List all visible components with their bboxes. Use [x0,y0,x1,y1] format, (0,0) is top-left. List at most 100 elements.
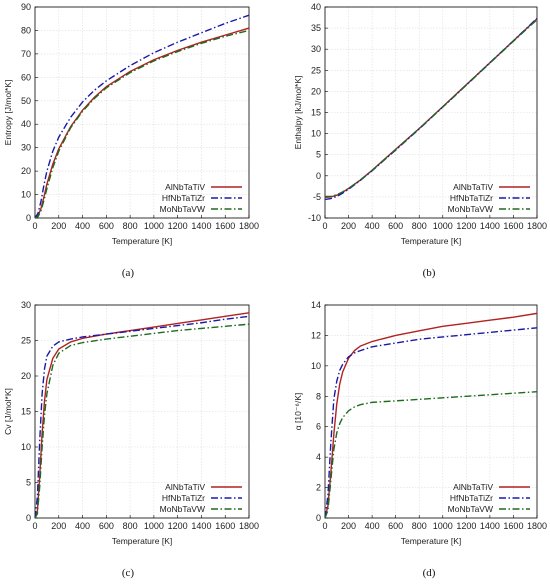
panel-label: (b) [423,267,436,279]
y-tick-label: 40 [311,2,321,12]
series-line-MoNbTaVW [325,19,537,198]
plot-frame [324,304,538,519]
legend-label: AlNbTaTiV [165,182,205,192]
series-line-AlNbTaTiV [35,27,249,218]
plot-frame [34,304,250,519]
y-axis-label: Enthalpy [kJ/mol*K] [293,76,303,150]
series-line-AlNbTaTiV [35,312,249,518]
y-tick-label: 20 [21,371,31,381]
legend-label: MoNbTaVW [448,204,493,214]
x-tick-label: 1600 [503,521,523,531]
x-tick-label: 800 [412,221,427,231]
y-tick-label: 15 [21,407,31,417]
x-tick-label: 600 [99,221,114,231]
y-tick-label: 20 [21,166,31,176]
y-tick-label: 10 [311,361,321,371]
x-axis-label: Temperature [K] [401,536,461,546]
y-tick-label: 0 [316,513,321,523]
y-tick-label: 25 [21,336,31,346]
x-tick-label: 1600 [503,221,523,231]
chart-panel-2: 0 200 400 600 800 1000 1200 1400 1600 1800 -10 -5 0 5… [293,2,547,279]
panel-label: (c) [122,567,135,579]
x-tick-label: 1200 [456,521,476,531]
y-tick-label: 10 [21,442,31,452]
y-axis-label: Cv [J/mol*K] [3,388,13,435]
chart-panel-1: 0 200 400 600 800 1000 1200 1400 1600 1800 0 10 20 30… [3,2,259,279]
series-line-MoNbTaVW [325,391,537,518]
y-tick-label: -10 [308,213,321,223]
x-axis-label: Temperature [K] [401,236,461,246]
x-tick-label: 1000 [144,221,164,231]
x-tick-label: 400 [75,521,90,531]
y-tick-label: 5 [316,150,321,160]
x-tick-label: 0 [32,221,37,231]
y-tick-label: 35 [311,23,321,33]
legend-label: HfNbTaTiZr [450,193,493,203]
x-tick-label: 400 [75,221,90,231]
y-tick-label: 0 [26,213,31,223]
legend-label: AlNbTaTiV [453,182,493,192]
y-tick-label: 80 [21,25,31,35]
y-tick-label: 0 [316,171,321,181]
x-tick-label: 600 [388,221,403,231]
x-tick-label: 1000 [433,221,453,231]
x-tick-label: 800 [123,521,138,531]
x-tick-label: 200 [51,221,66,231]
y-tick-label: 40 [21,119,31,129]
legend-label: MoNbTaVW [160,504,205,514]
y-tick-label: 30 [21,300,31,310]
y-tick-label: 30 [21,143,31,153]
x-tick-label: 1800 [239,221,259,231]
x-tick-label: 600 [99,521,114,531]
x-tick-label: 800 [123,221,138,231]
series-line-AlNbTaTiV [325,312,537,518]
x-tick-label: 0 [322,221,327,231]
y-tick-label: 6 [316,422,321,432]
legend-label: MoNbTaVW [448,504,493,514]
x-tick-label: 600 [388,521,403,531]
x-axis-label: Temperature [K] [112,236,172,246]
y-tick-label: 50 [21,96,31,106]
y-axis-label: α [10⁻⁶/K] [293,393,303,430]
y-tick-label: 0 [26,513,31,523]
y-tick-label: 4 [316,452,321,462]
legend-label: HfNbTaTiZr [162,193,205,203]
series-line-AlNbTaTiV [325,18,537,199]
x-tick-label: 1400 [480,521,500,531]
y-tick-label: 10 [311,129,321,139]
x-tick-label: 200 [341,221,356,231]
x-tick-label: 1800 [527,521,547,531]
y-tick-label: 60 [21,72,31,82]
x-tick-label: 200 [51,521,66,531]
y-tick-label: 10 [21,190,31,200]
chart-panel-4: 0 200 400 600 800 1000 1200 1400 1600 1800 0 2 4 6 8 10… [293,300,547,579]
x-tick-label: 1200 [168,221,188,231]
x-tick-label: 1600 [215,521,235,531]
x-tick-label: 1600 [215,221,235,231]
x-tick-label: 1800 [527,221,547,231]
legend-label: HfNbTaTiZr [450,493,493,503]
legend-label: AlNbTaTiV [165,482,205,492]
legend-label: HfNbTaTiZr [162,493,205,503]
series-line-HfNbTaTiZr [35,315,249,518]
series-line-HfNbTaTiZr [325,327,537,518]
y-tick-label: 25 [311,65,321,75]
chart-panel-3: 0 200 400 600 800 1000 1200 1400 1600 1800 0 5 10 15 2… [3,300,259,579]
y-tick-label: 8 [316,391,321,401]
y-tick-label: 12 [311,330,321,340]
x-tick-label: 800 [412,521,427,531]
y-tick-label: 5 [26,478,31,488]
y-tick-label: 14 [311,300,321,310]
legend-label: AlNbTaTiV [453,482,493,492]
y-tick-label: 20 [311,86,321,96]
y-tick-label: 15 [311,108,321,118]
x-tick-label: 1400 [191,521,211,531]
x-tick-label: 400 [365,521,380,531]
x-tick-label: 1000 [433,521,453,531]
series-line-MoNbTaVW [35,323,249,518]
x-tick-label: 1400 [480,221,500,231]
x-tick-label: 1200 [456,221,476,231]
panel-label: (d) [423,567,436,579]
x-tick-label: 0 [32,521,37,531]
